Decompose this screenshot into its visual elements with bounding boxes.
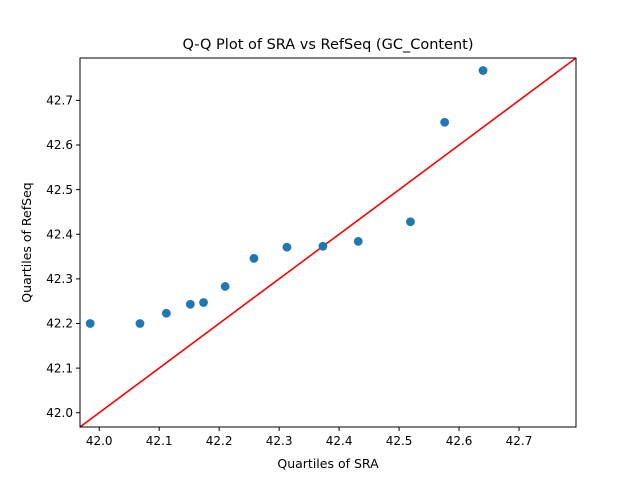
data-point <box>85 319 95 328</box>
x-tick-label: 42.5 <box>386 434 413 448</box>
data-point <box>135 319 145 328</box>
y-tick-label: 42.0 <box>46 406 73 420</box>
y-tick-label: 42.5 <box>46 183 73 197</box>
x-tick-label: 42.3 <box>266 434 293 448</box>
data-point <box>440 117 450 127</box>
data-point <box>406 217 415 227</box>
plot-frame <box>79 57 577 428</box>
x-tick-label: 42.7 <box>506 434 533 448</box>
x-tick-label: 42.2 <box>206 434 233 448</box>
x-tick-label: 42.4 <box>326 434 353 448</box>
data-point <box>478 66 488 75</box>
y-tick-label: 42.7 <box>46 94 73 108</box>
y-tick-label: 42.1 <box>46 361 73 375</box>
y-tick-label: 42.4 <box>46 227 73 241</box>
reference-line <box>80 58 576 427</box>
x-tick-label: 42.6 <box>446 434 473 448</box>
y-axis-label: Quartiles of RefSeq <box>19 182 34 302</box>
x-tick-label: 42.1 <box>146 434 173 448</box>
data-point <box>161 308 171 318</box>
x-axis-label: Quartiles of SRA <box>277 456 379 471</box>
data-point <box>318 241 328 251</box>
y-tick-label: 42.2 <box>46 317 73 331</box>
data-point <box>185 299 195 309</box>
data-point <box>249 253 259 263</box>
chart-title: Q-Q Plot of SRA vs RefSeq (GC_Content) <box>182 37 473 53</box>
data-point <box>353 236 363 246</box>
data-point <box>220 282 230 291</box>
x-tick-label: 42.0 <box>86 434 113 448</box>
y-tick-label: 42.3 <box>46 272 73 286</box>
y-tick-label: 42.6 <box>46 138 73 152</box>
data-point <box>282 242 292 252</box>
data-point <box>199 298 208 307</box>
